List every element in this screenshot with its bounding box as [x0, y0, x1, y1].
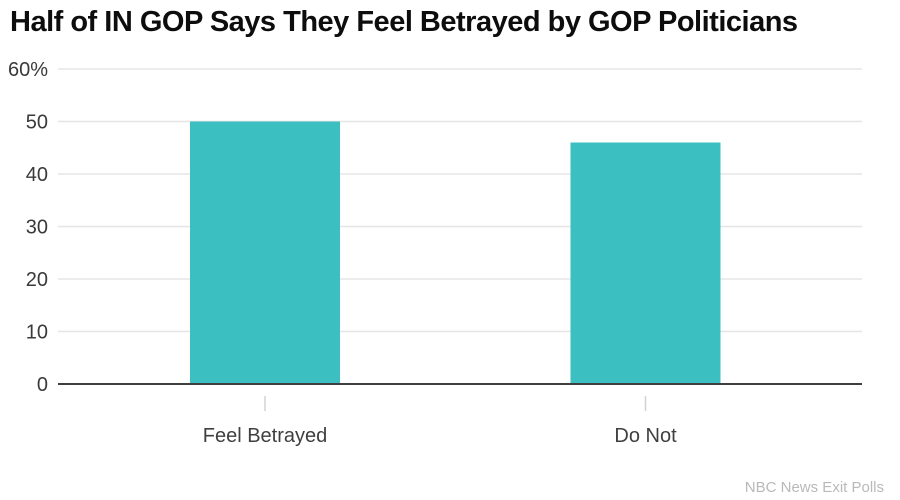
chart-title: Half of IN GOP Says They Feel Betrayed b… [10, 6, 798, 38]
bar-feel-betrayed [190, 121, 340, 384]
y-axis-tick-label-0: 0 [37, 374, 48, 396]
y-axis-tick-label-20: 20 [26, 269, 48, 291]
y-axis-tick-label-50: 50 [26, 112, 48, 134]
y-axis-tick-label-10: 10 [26, 322, 48, 344]
y-axis-tick-label-40: 40 [26, 164, 48, 186]
y-axis-tick-label-60: 60% [8, 59, 48, 81]
x-axis-category-label-feel-betrayed: Feel Betrayed [203, 425, 328, 447]
y-axis-tick-label-30: 30 [26, 217, 48, 239]
bar-do-not [570, 142, 721, 384]
x-axis-category-label-do-not: Do Not [614, 425, 677, 447]
source-label: NBC News Exit Polls [744, 479, 884, 496]
